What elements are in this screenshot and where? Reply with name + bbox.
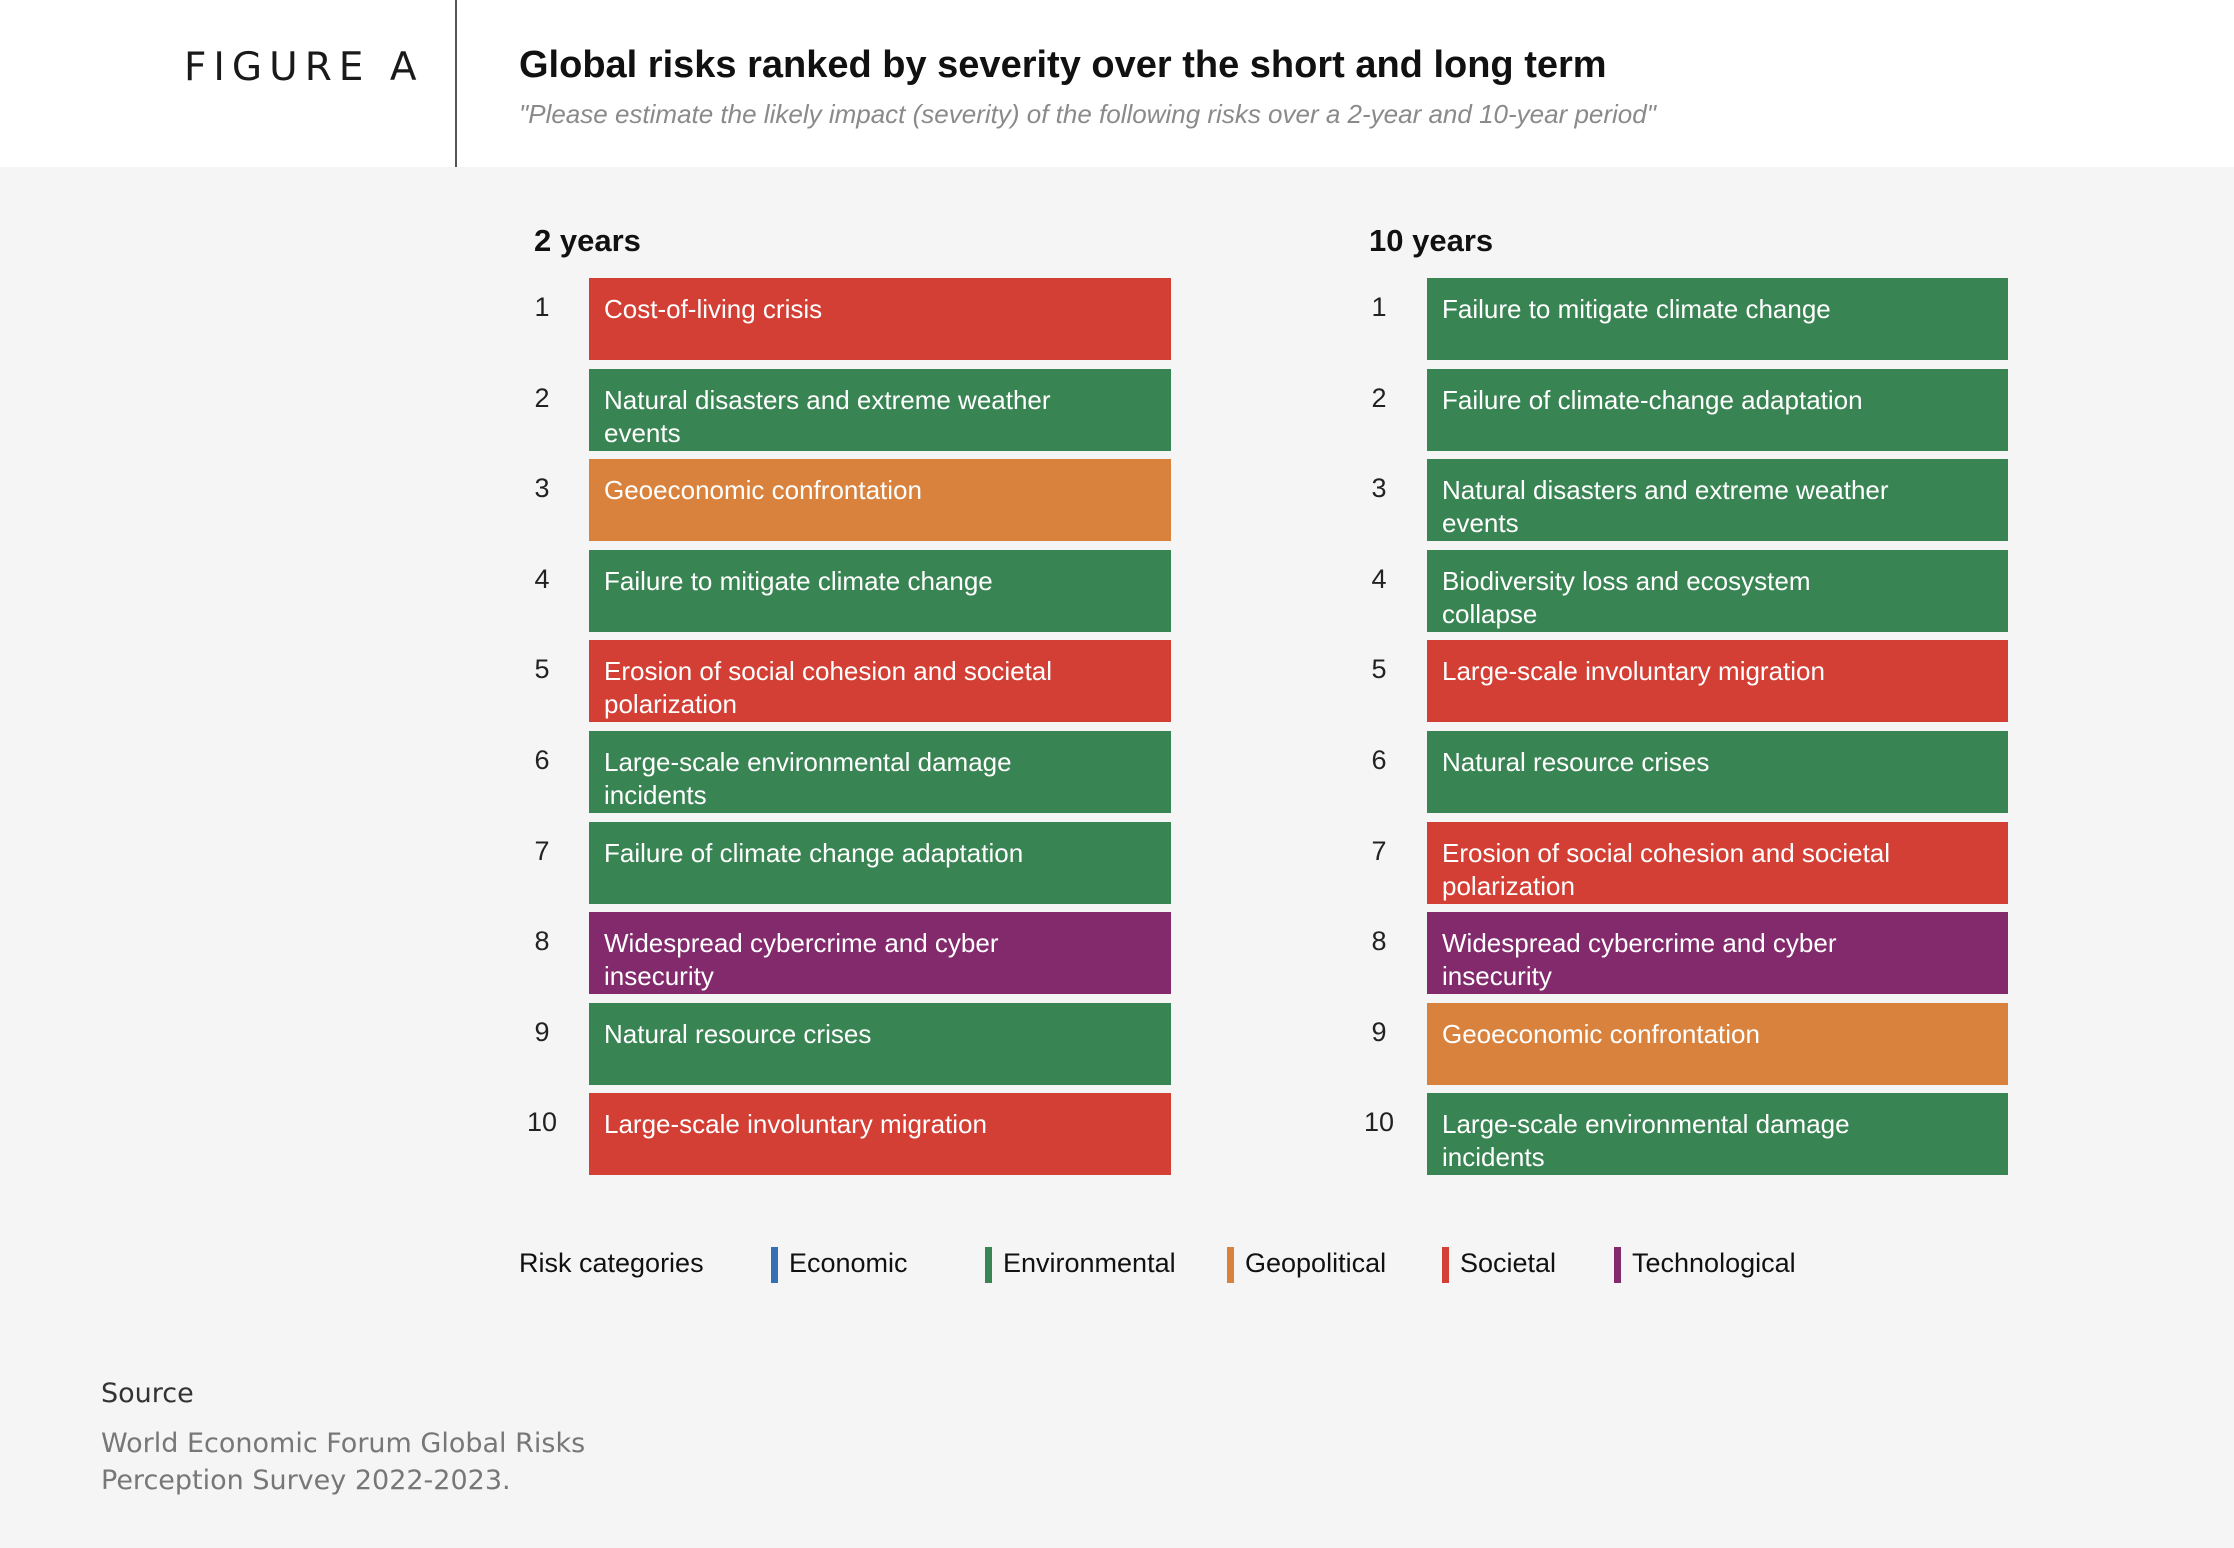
risk-bar: Natural resource crises <box>589 1003 1171 1085</box>
rank-number: 6 <box>534 745 550 775</box>
risk-bar: Large-scale involuntary migration <box>1427 640 2008 722</box>
risk-label: Cost-of-living crisis <box>604 294 823 324</box>
rank-number: 6 <box>1371 745 1387 775</box>
legend-title: Risk categories <box>519 1248 704 1278</box>
rank-number: 10 <box>526 1107 558 1137</box>
legend-swatch <box>985 1247 992 1283</box>
risk-label: Natural resource crises <box>1442 747 1710 777</box>
rank-number: 9 <box>534 1017 550 1047</box>
risk-label: Failure to mitigate climate change <box>1442 294 1831 324</box>
column-title: 10 years <box>1369 223 1494 258</box>
risk-bar: Erosion of social cohesion and societal … <box>589 640 1171 722</box>
rank-number: 3 <box>1371 473 1387 503</box>
legend-swatch <box>1442 1247 1449 1283</box>
rank-number: 5 <box>534 654 550 684</box>
chart-title: Global risks ranked by severity over the… <box>519 44 1607 86</box>
rank-number: 3 <box>534 473 550 503</box>
risk-label: Natural resource crises <box>604 1019 872 1049</box>
risk-bar: Erosion of social cohesion and societal … <box>1427 822 2008 904</box>
risk-bar: Geoeconomic confrontation <box>1427 1003 2008 1085</box>
rank-number: 9 <box>1371 1017 1387 1047</box>
risk-label: Large-scale environmental damage inciden… <box>604 747 1012 810</box>
risk-label: Erosion of social cohesion and societal … <box>604 656 1053 719</box>
rank-number: 7 <box>534 836 550 866</box>
risk-label: Failure to mitigate climate change <box>604 566 993 596</box>
rank-number: 4 <box>1371 564 1387 594</box>
risk-bar: Natural disasters and extreme weather ev… <box>1427 459 2008 541</box>
risk-label: Widespread cybercrime and cyber insecuri… <box>604 928 999 991</box>
legend-label: Economic <box>789 1248 908 1278</box>
rank-number: 8 <box>534 926 550 956</box>
legend-label: Geopolitical <box>1245 1248 1387 1278</box>
legend-label: Environmental <box>1003 1248 1176 1278</box>
source-title: Source <box>101 1378 194 1409</box>
risk-label: Erosion of social cohesion and societal … <box>1442 838 1891 901</box>
rank-number: 1 <box>534 292 550 322</box>
risk-bar: Failure to mitigate climate change <box>589 550 1171 632</box>
rank-number: 8 <box>1371 926 1387 956</box>
risk-bar: Failure of climate change adaptation <box>589 822 1171 904</box>
risk-label: Large-scale environmental damage inciden… <box>1442 1109 1850 1172</box>
column-title: 2 years <box>534 223 641 258</box>
risk-bar: Natural disasters and extreme weather ev… <box>589 369 1171 451</box>
legend-swatch <box>1227 1247 1234 1283</box>
risk-bar: Large-scale involuntary migration <box>589 1093 1171 1175</box>
risk-label: Biodiversity loss and ecosystem collapse <box>1442 566 1811 629</box>
rank-number: 10 <box>1363 1107 1395 1137</box>
source-text: World Economic Forum Global Risks Percep… <box>101 1428 586 1496</box>
rank-number: 5 <box>1371 654 1387 684</box>
rank-number: 2 <box>1371 383 1387 413</box>
risk-bar: Large-scale environmental damage inciden… <box>1427 1093 2008 1175</box>
legend-label: Technological <box>1632 1248 1796 1278</box>
risk-label: Natural disasters and extreme weather ev… <box>604 385 1051 448</box>
rank-number: 1 <box>1371 292 1387 322</box>
figure-label: FIGURE A <box>184 45 424 90</box>
risk-label: Large-scale involuntary migration <box>1442 656 1825 686</box>
risk-label: Failure of climate-change adaptation <box>1442 385 1863 415</box>
risk-bar: Failure of climate-change adaptation <box>1427 369 2008 451</box>
risk-bar: Failure to mitigate climate change <box>1427 278 2008 360</box>
risk-label: Widespread cybercrime and cyber insecuri… <box>1442 928 1837 991</box>
legend-swatch <box>1614 1247 1621 1283</box>
risk-label: Large-scale involuntary migration <box>604 1109 987 1139</box>
risk-label: Failure of climate change adaptation <box>604 838 1024 868</box>
rank-number: 2 <box>534 383 550 413</box>
risk-label: Geoeconomic confrontation <box>1442 1019 1760 1049</box>
legend-label: Societal <box>1460 1248 1557 1278</box>
risk-bar: Biodiversity loss and ecosystem collapse <box>1427 550 2008 632</box>
chart-subtitle: "Please estimate the likely impact (seve… <box>519 99 1656 129</box>
risk-bar: Natural resource crises <box>1427 731 2008 813</box>
risk-label: Geoeconomic confrontation <box>604 475 922 505</box>
risk-bar: Geoeconomic confrontation <box>589 459 1171 541</box>
risk-bar: Cost-of-living crisis <box>589 278 1171 360</box>
rank-number: 4 <box>534 564 550 594</box>
risk-bar: Large-scale environmental damage inciden… <box>589 731 1171 813</box>
risk-label: Natural disasters and extreme weather ev… <box>1442 475 1889 538</box>
rank-number: 7 <box>1371 836 1387 866</box>
legend-swatch <box>771 1247 778 1283</box>
header-divider <box>455 0 457 167</box>
risk-bar: Widespread cybercrime and cyber insecuri… <box>1427 912 2008 994</box>
figure-header: FIGURE A Global risks ranked by severity… <box>0 0 2234 167</box>
risk-bar: Widespread cybercrime and cyber insecuri… <box>589 912 1171 994</box>
